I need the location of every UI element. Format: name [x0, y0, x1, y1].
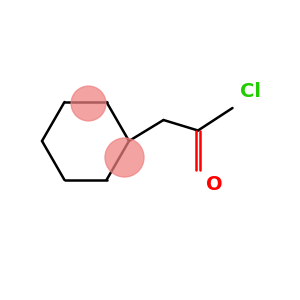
Circle shape [105, 138, 144, 177]
Circle shape [71, 86, 106, 121]
Text: Cl: Cl [240, 82, 261, 101]
Text: O: O [206, 175, 223, 194]
